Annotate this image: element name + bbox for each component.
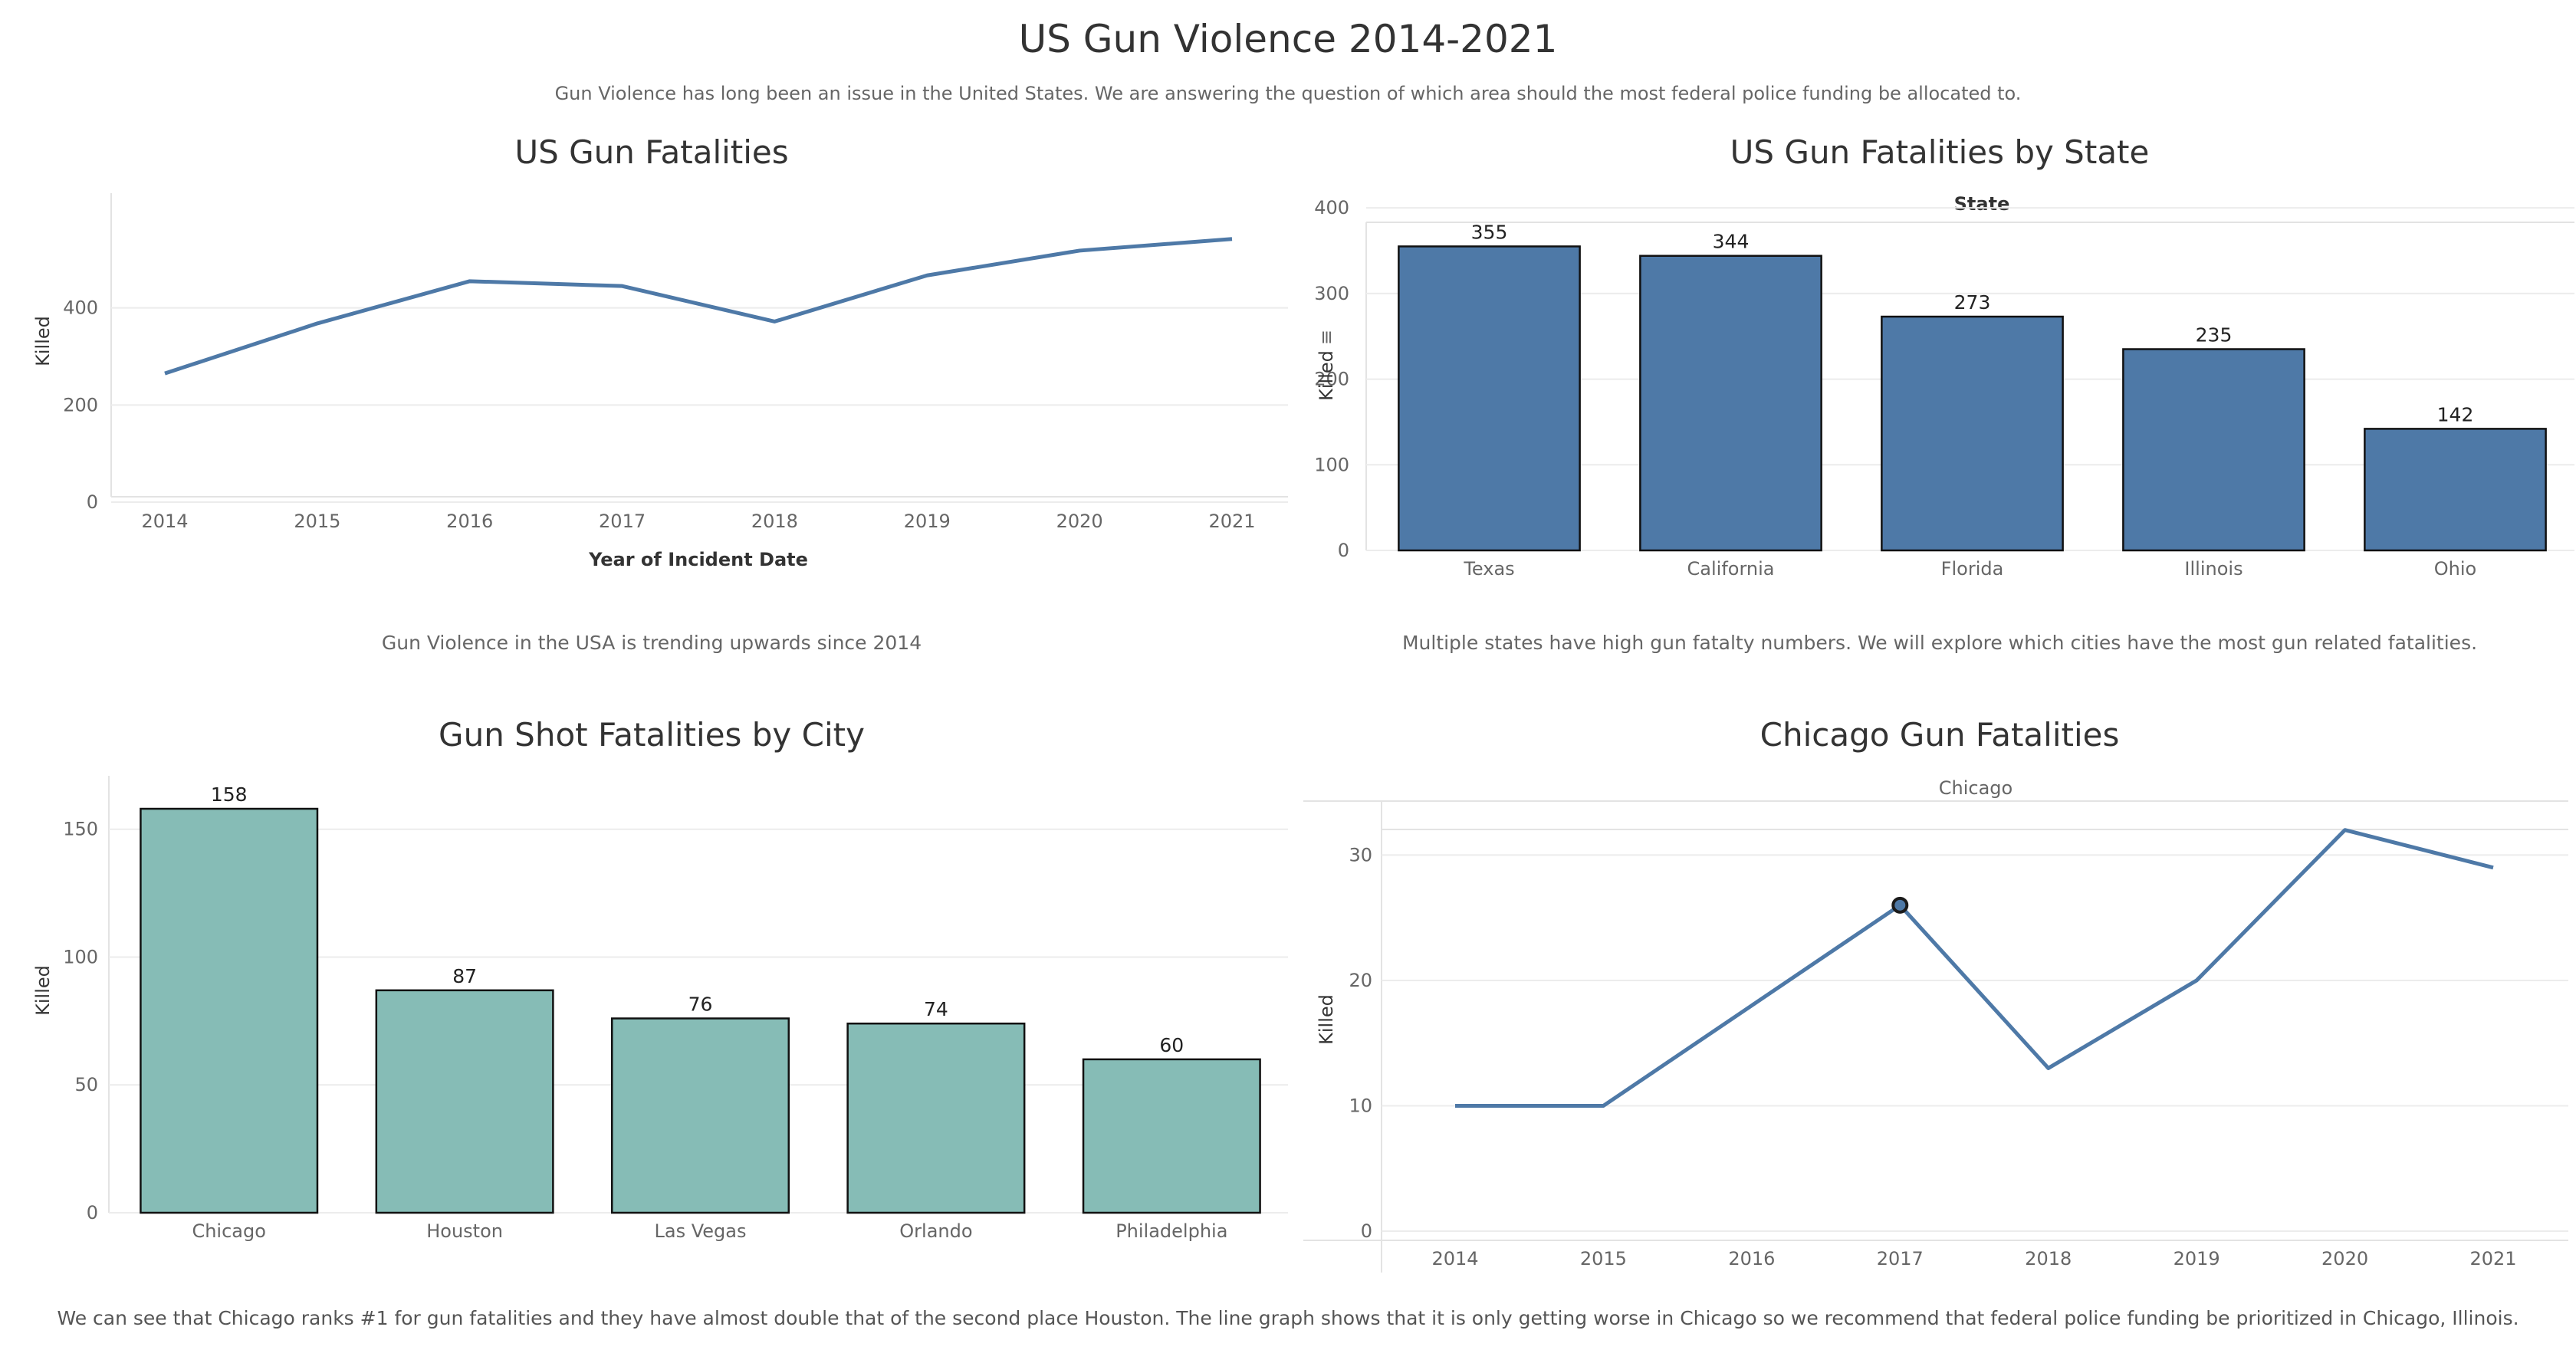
chicago-x-tick: 2015 [1580, 1248, 1627, 1269]
chicago-y-tick: 10 [1349, 1095, 1372, 1116]
us-fatalities-chart: 0 200 400 2014 2015 2016 2017 2018 2019 2020 2021 K… [32, 193, 1288, 570]
city-fatalities-title: Gun Shot Fatalities by City [439, 716, 865, 754]
chicago-fatalities-chart: Chicago 0 10 20 30 2014 2015 2016 2017 2018 2019 20… [1303, 777, 2568, 1273]
state-fatalities-caption: Multiple states have high gun fatalty nu… [1401, 632, 2478, 654]
chicago-x-tick: 2020 [2321, 1248, 2368, 1269]
city-bar [610, 1017, 790, 1214]
state-fatalities-title: US Gun Fatalities by State [1730, 133, 2150, 171]
city-bar [1082, 1058, 1261, 1214]
sort-icon: ≡ [1316, 330, 1337, 345]
city-y-axis-title: Killed [32, 965, 54, 1016]
state-x-tick: Ohio [2434, 558, 2476, 580]
chicago-highlight-point [1891, 896, 1909, 914]
us-fatalities-title: US Gun Fatalities [514, 133, 789, 171]
state-y-axis-title: Killed [1316, 350, 1337, 401]
chicago-y-axis-title: Killed [1316, 994, 1337, 1045]
state-y-tick: 300 [1314, 283, 1349, 304]
state-bar [2364, 428, 2547, 552]
city-y-tick: 0 [87, 1202, 98, 1223]
us-fatalities-x-tick: 2018 [751, 511, 798, 532]
city-x-tick: Houston [426, 1220, 503, 1242]
us-fatalities-series-line [164, 237, 1233, 376]
state-x-tick: Texas [1463, 558, 1514, 580]
city-data-label: 87 [452, 965, 477, 987]
state-bar [1398, 245, 1581, 552]
chicago-header-label: Chicago [1939, 777, 2013, 799]
us-fatalities-y-tick: 200 [63, 394, 98, 415]
city-y-tick: 150 [63, 819, 98, 840]
city-bar [140, 807, 319, 1214]
city-data-label: 74 [924, 998, 948, 1020]
city-x-tick: Chicago [192, 1220, 265, 1242]
us-fatalities-x-tick: 2021 [1208, 511, 1255, 532]
conclusion-caption: We can see that Chicago ranks #1 for gun… [57, 1307, 2519, 1329]
chicago-x-tick: 2018 [2025, 1248, 2072, 1269]
chicago-y-tick: 20 [1349, 970, 1372, 991]
chicago-x-tick: 2021 [2469, 1248, 2516, 1269]
state-header-label: State [1954, 193, 2010, 215]
dashboard-title: US Gun Violence 2014-2021 [1018, 17, 1558, 61]
city-bar [375, 989, 554, 1214]
city-data-label: 158 [211, 783, 248, 806]
state-fatalities-chart: State 0 100 200 300 400 355 Texas 344 California 2… [1314, 193, 2574, 580]
state-y-tick: 400 [1314, 197, 1349, 218]
city-data-label: 60 [1159, 1034, 1184, 1056]
city-fatalities-chart: 0 50 100 150 158 Chicago 87 Houston 76 Las Vegas 7… [32, 776, 1288, 1242]
us-fatalities-caption: Gun Violence in the USA is trending upwa… [381, 632, 922, 654]
dashboard-subtitle: Gun Violence has long been an issue in t… [554, 83, 2022, 104]
state-bar [1639, 255, 1822, 552]
state-data-label: 273 [1954, 291, 1991, 314]
state-x-tick: California [1687, 558, 1775, 580]
city-y-tick: 50 [74, 1074, 98, 1095]
state-bar [1881, 315, 2064, 552]
city-x-tick: Philadelphia [1116, 1220, 1227, 1242]
state-y-tick: 100 [1314, 454, 1349, 475]
chicago-x-tick: 2016 [1728, 1248, 1775, 1269]
chicago-y-tick: 30 [1349, 844, 1372, 865]
us-fatalities-x-tick: 2017 [599, 511, 646, 532]
state-x-tick: Florida [1941, 558, 2004, 580]
chicago-x-tick: 2017 [1877, 1248, 1924, 1269]
us-fatalities-x-tick: 2015 [294, 511, 340, 532]
state-data-label: 344 [1713, 231, 1750, 253]
chicago-series-line [1455, 828, 2494, 1108]
us-fatalities-x-axis-title: Year of Incident Date [588, 549, 808, 570]
state-x-tick: Illinois [2184, 558, 2242, 580]
state-y-tick: 200 [1314, 369, 1349, 390]
city-x-tick: Orlando [899, 1220, 972, 1242]
us-fatalities-y-axis-title: Killed [32, 316, 54, 366]
city-y-tick: 100 [63, 946, 98, 967]
city-data-label: 76 [688, 994, 713, 1016]
state-data-label: 235 [2196, 324, 2233, 346]
us-fatalities-x-tick: 2020 [1056, 511, 1103, 532]
us-fatalities-x-tick: 2016 [446, 511, 493, 532]
state-y-tick: 0 [1338, 540, 1349, 561]
chicago-fatalities-title: Chicago Gun Fatalities [1760, 716, 2120, 754]
chicago-y-tick: 0 [1361, 1220, 1372, 1242]
chicago-x-tick: 2014 [1431, 1248, 1478, 1269]
city-x-tick: Las Vegas [655, 1220, 747, 1242]
state-data-label: 355 [1471, 221, 1508, 243]
us-fatalities-y-tick: 400 [63, 297, 98, 319]
city-bar [846, 1022, 1026, 1214]
state-bar [2122, 348, 2305, 552]
state-data-label: 142 [2437, 403, 2474, 425]
us-fatalities-x-tick: 2014 [141, 511, 188, 532]
us-fatalities-x-tick: 2019 [904, 511, 951, 532]
us-fatalities-y-tick: 0 [87, 491, 98, 513]
chicago-x-tick: 2019 [2174, 1248, 2220, 1269]
